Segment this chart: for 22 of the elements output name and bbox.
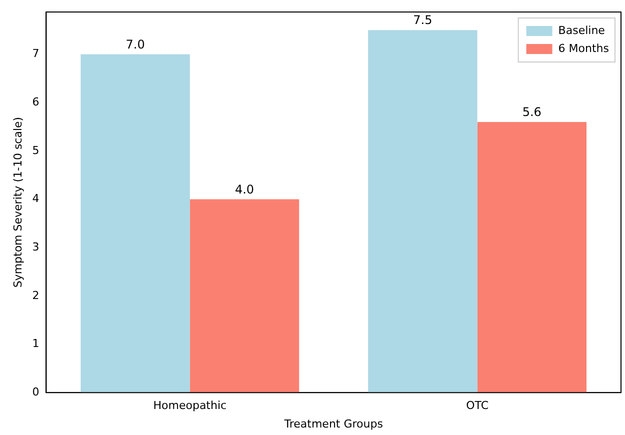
data-label: 4.0 — [234, 182, 254, 196]
x-axis-title: Treatment Groups — [283, 417, 384, 430]
bar — [190, 199, 300, 393]
x-tick-label: Homeopathic — [153, 399, 227, 412]
legend-label: 6 Months — [558, 42, 610, 55]
y-tick-label: 0 — [32, 385, 40, 398]
y-tick-label: 4 — [32, 192, 40, 206]
y-tick-label: 2 — [32, 288, 40, 302]
y-tick-label: 7 — [32, 47, 40, 60]
bar — [477, 122, 587, 393]
data-label: 5.6 — [522, 105, 542, 120]
data-label: 7.0 — [126, 37, 145, 52]
y-axis-title: Symptom Severity (1-10 scale) — [11, 116, 24, 288]
y-tick-label: 6 — [32, 95, 40, 108]
legend-label: Baseline — [558, 24, 606, 37]
x-tick-label: OTC — [466, 399, 489, 412]
bar — [80, 54, 190, 393]
data-label: 7.5 — [413, 13, 432, 28]
bar — [368, 30, 478, 393]
y-tick-label: 3 — [32, 240, 40, 254]
y-tick-label: 1 — [32, 337, 40, 350]
y-tick-label: 5 — [32, 144, 40, 157]
